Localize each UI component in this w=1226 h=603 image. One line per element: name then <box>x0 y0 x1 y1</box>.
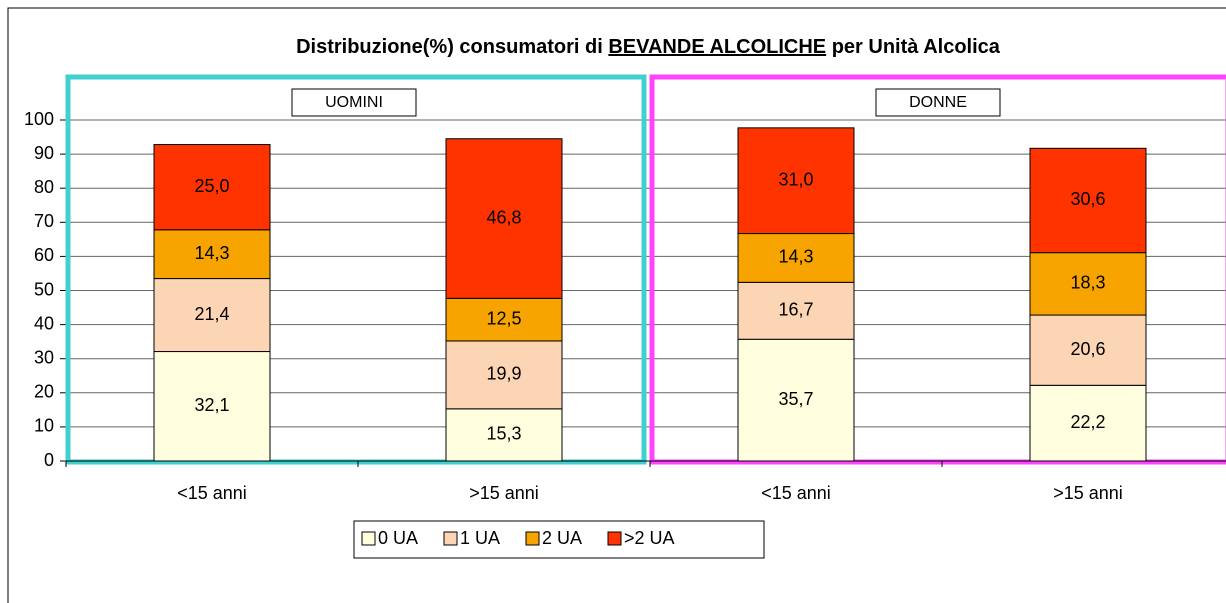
title-part: BEVANDE ALCOLICHE <box>608 36 826 58</box>
legend-label: 1 UA <box>460 528 500 548</box>
bar-segment <box>445 138 563 299</box>
y-tick-label: 90 <box>34 143 54 163</box>
bar-segment <box>153 144 271 231</box>
y-tick-label: 100 <box>24 109 54 129</box>
legend-swatch <box>525 531 540 546</box>
value-label: 21,4 <box>194 304 229 324</box>
group-label-box <box>291 88 417 117</box>
value-label: 15,3 <box>486 424 521 444</box>
title-part: per Unità Alcolica <box>826 36 1001 58</box>
y-tick-label: 30 <box>34 347 54 367</box>
y-tick-label: 70 <box>34 211 54 231</box>
x-tick-label: >15 anni <box>1053 483 1123 503</box>
x-tick-label: <15 anni <box>761 483 831 503</box>
value-label: 16,7 <box>778 300 813 320</box>
group-box <box>649 74 1226 465</box>
legend-swatch <box>361 531 376 546</box>
y-tick-label: 40 <box>34 313 54 333</box>
y-tick-label: 60 <box>34 245 54 265</box>
value-label: 22,2 <box>1070 412 1105 432</box>
legend-label: 0 UA <box>378 528 418 548</box>
value-label: 20,6 <box>1070 339 1105 359</box>
value-label: 32,1 <box>194 395 229 415</box>
bar-segment <box>1029 384 1147 462</box>
value-label: 14,3 <box>194 243 229 263</box>
group-label-box <box>875 88 1001 117</box>
title-part: Distribuzione(%) consumatori di <box>296 36 608 58</box>
group-box <box>65 74 647 465</box>
bar-segment <box>737 127 855 235</box>
value-label: 35,7 <box>778 389 813 409</box>
bar-segment <box>737 233 855 283</box>
value-label: 46,8 <box>486 207 521 227</box>
value-label: 31,0 <box>778 169 813 189</box>
bar-segment <box>445 340 563 410</box>
y-tick-label: 10 <box>34 416 54 436</box>
legend-label: >2 UA <box>624 528 675 548</box>
value-label: 19,9 <box>486 364 521 384</box>
y-tick-label: 80 <box>34 177 54 197</box>
value-label: 18,3 <box>1070 273 1105 293</box>
bar-segment <box>153 351 271 462</box>
legend-swatch <box>443 531 458 546</box>
value-label: 12,5 <box>486 308 521 328</box>
value-label: 30,6 <box>1070 189 1105 209</box>
bar-segment <box>1029 147 1147 254</box>
legend-box <box>353 520 765 559</box>
legend-label: 2 UA <box>542 528 582 548</box>
bar-segment <box>1029 252 1147 316</box>
value-label: 14,3 <box>778 247 813 267</box>
bar-segment <box>445 408 563 462</box>
legend-swatch <box>607 531 622 546</box>
bar-segment <box>737 338 855 462</box>
value-label: 25,0 <box>194 176 229 196</box>
y-tick-label: 20 <box>34 382 54 402</box>
group-label: DONNE <box>909 94 967 111</box>
x-tick-label: <15 anni <box>177 483 247 503</box>
bar-segment <box>445 297 563 342</box>
y-tick-label: 0 <box>44 450 54 470</box>
x-tick-label: >15 anni <box>469 483 539 503</box>
bar-segment <box>153 229 271 280</box>
bar-segment <box>1029 314 1147 386</box>
group-label: UOMINI <box>325 94 383 111</box>
y-tick-label: 50 <box>34 279 54 299</box>
chart-title: Distribuzione(%) consumatori di BEVANDE … <box>296 36 1001 58</box>
